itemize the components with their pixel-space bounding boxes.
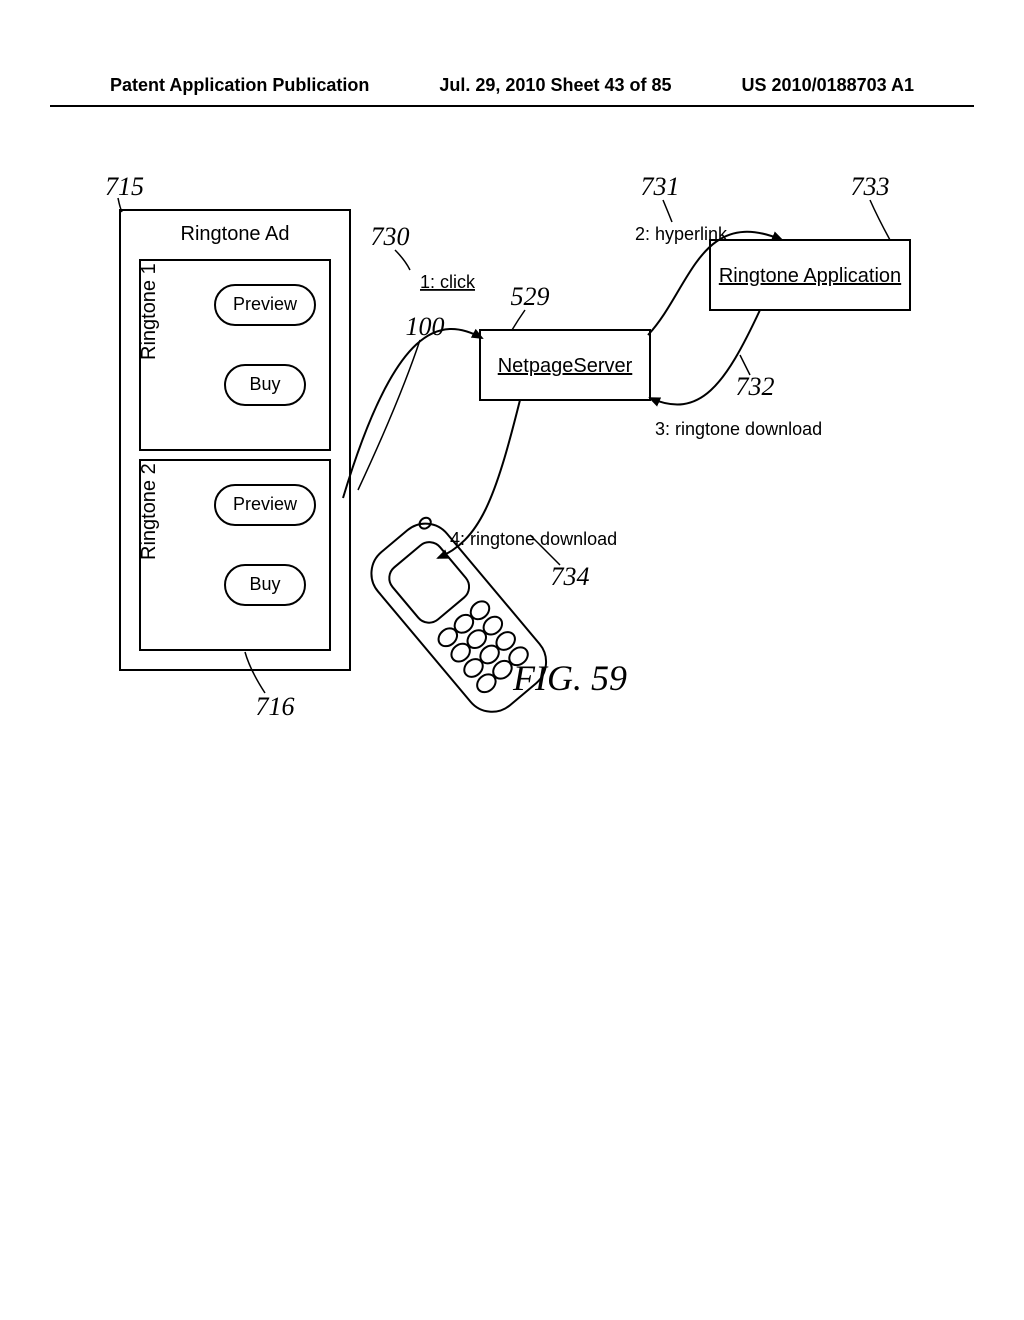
ref-732: 732: [736, 372, 775, 401]
ringtone-app-label: Ringtone Application: [719, 265, 901, 287]
ref-730-leader: [395, 250, 410, 270]
ref-529: 529: [511, 282, 550, 311]
flow-click-arrow: [343, 329, 482, 498]
header-left: Patent Application Publication: [110, 75, 369, 96]
header-right: US 2010/0188703 A1: [742, 75, 914, 96]
header-rule: [50, 105, 974, 107]
ref-529-leader: [512, 310, 525, 330]
ref-716: 716: [256, 692, 295, 721]
ref-715: 715: [105, 172, 144, 201]
ref-731-leader: [663, 200, 672, 222]
ref-730: 730: [371, 222, 410, 251]
figure-diagram: Ringtone Ad Ringtone 1 Preview Buy Ringt…: [100, 140, 920, 900]
ringtone-ad-title: Ringtone Ad: [181, 223, 290, 245]
header-center: Jul. 29, 2010 Sheet 43 of 85: [439, 75, 671, 96]
ringtone-1-preview-label: Preview: [233, 294, 298, 314]
flow-hyperlink-label: 2: hyperlink: [635, 224, 728, 244]
flow-download-app-label: 3: ringtone download: [655, 419, 822, 439]
ref-733-leader: [870, 200, 890, 240]
figure-label: FIG. 59: [512, 658, 627, 698]
ringtone-2-box: [140, 460, 330, 650]
netpage-server-label: NetpageServer: [498, 355, 633, 377]
ringtone-2-label: Ringtone 2: [138, 463, 160, 560]
ref-716-leader: [245, 652, 265, 693]
ref-733: 733: [851, 172, 890, 201]
ref-100: 100: [406, 312, 445, 341]
ringtone-1-buy-label: Buy: [249, 374, 280, 394]
ringtone-2-buy-label: Buy: [249, 574, 280, 594]
ref-100-leader: [358, 340, 420, 490]
ringtone-2-preview-label: Preview: [233, 494, 298, 514]
flow-click-label: 1: click: [420, 272, 476, 292]
page-header: Patent Application Publication Jul. 29, …: [0, 75, 1024, 96]
ref-731: 731: [641, 172, 680, 201]
ref-734: 734: [551, 562, 590, 591]
ringtone-1-box: [140, 260, 330, 450]
ringtone-1-label: Ringtone 1: [138, 263, 160, 360]
